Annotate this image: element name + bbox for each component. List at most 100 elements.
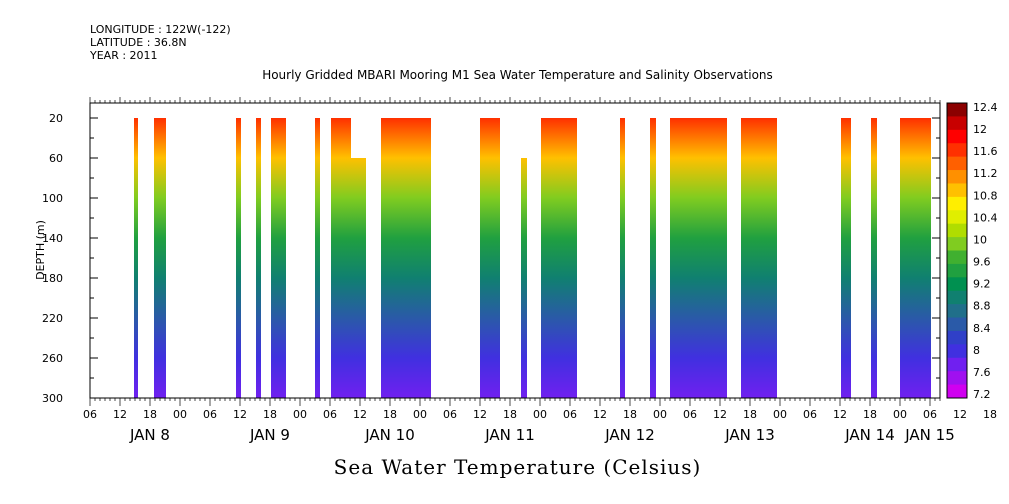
x-hour-label: 00 bbox=[773, 408, 787, 421]
colorbar-label: 11.2 bbox=[973, 167, 998, 180]
y-tick-label: 180 bbox=[42, 272, 63, 285]
x-day-label: JAN 8 bbox=[129, 426, 170, 444]
x-hour-label: 18 bbox=[623, 408, 637, 421]
colorbar-label: 8 bbox=[973, 344, 980, 357]
colorbar-label: 10.4 bbox=[973, 211, 998, 224]
x-hour-label: 12 bbox=[113, 408, 127, 421]
x-hour-label: 06 bbox=[803, 408, 817, 421]
data-column bbox=[480, 118, 500, 398]
colorbar-label: 7.6 bbox=[973, 366, 991, 379]
x-hour-label: 12 bbox=[473, 408, 487, 421]
colorbar-swatch bbox=[947, 371, 967, 386]
colorbar-swatch bbox=[947, 304, 967, 319]
y-tick-label: 300 bbox=[42, 392, 63, 405]
colorbar-label: 10 bbox=[973, 233, 987, 246]
colorbar-swatch bbox=[947, 129, 967, 144]
colorbar-swatch bbox=[947, 290, 967, 305]
y-tick-label: 20 bbox=[49, 112, 63, 125]
x-hour-label: 06 bbox=[323, 408, 337, 421]
colorbar-swatch bbox=[947, 156, 967, 171]
colorbar-swatch bbox=[947, 317, 967, 332]
y-tick-label: 60 bbox=[49, 152, 63, 165]
data-column bbox=[154, 118, 166, 398]
latitude-label: LATITUDE : 36.8N bbox=[90, 36, 187, 49]
colorbar-label: 8.8 bbox=[973, 300, 991, 313]
data-column bbox=[271, 118, 286, 398]
data-column bbox=[331, 118, 351, 398]
x-hour-label: 18 bbox=[863, 408, 877, 421]
x-hour-label: 00 bbox=[653, 408, 667, 421]
plot-frame bbox=[89, 102, 941, 399]
colorbar-label: 7.2 bbox=[973, 388, 991, 401]
colorbar-label: 8.4 bbox=[973, 322, 991, 335]
data-column bbox=[256, 118, 261, 398]
x-hour-label: 06 bbox=[923, 408, 937, 421]
x-hour-label: 06 bbox=[563, 408, 577, 421]
data-column bbox=[541, 118, 577, 398]
data-column bbox=[900, 118, 931, 398]
colorbar-label: 11.6 bbox=[973, 145, 998, 158]
data-column bbox=[871, 118, 877, 398]
colorbar-swatch bbox=[947, 170, 967, 184]
colorbar-label: 12 bbox=[973, 123, 987, 136]
colorbar-label: 10.8 bbox=[973, 189, 998, 202]
x-hour-label: 18 bbox=[383, 408, 397, 421]
colorbar-swatch bbox=[947, 116, 967, 131]
x-hour-label: 00 bbox=[893, 408, 907, 421]
colorbar-label: 12.4 bbox=[973, 101, 998, 114]
colorbar-swatch bbox=[947, 357, 967, 372]
x-hour-label: 12 bbox=[833, 408, 847, 421]
x-hour-label: 12 bbox=[353, 408, 367, 421]
colorbar-frame bbox=[946, 102, 968, 399]
colorbar-swatch bbox=[947, 384, 967, 399]
x-hour-label: 00 bbox=[293, 408, 307, 421]
x-day-label: JAN 13 bbox=[724, 426, 775, 444]
x-hour-label: 12 bbox=[233, 408, 247, 421]
data-column bbox=[351, 158, 366, 398]
year-label: YEAR : 2011 bbox=[90, 49, 158, 62]
colorbar-label: 9.6 bbox=[973, 256, 991, 269]
colorbar-swatch bbox=[947, 183, 967, 198]
colorbar-swatch bbox=[947, 103, 967, 117]
data-column bbox=[650, 118, 656, 398]
x-hour-label: 06 bbox=[683, 408, 697, 421]
colorbar-swatch bbox=[947, 330, 967, 345]
x-hour-label: 12 bbox=[713, 408, 727, 421]
x-hour-label: 18 bbox=[143, 408, 157, 421]
longitude-label: LONGITUDE : 122W(-122) bbox=[90, 23, 231, 36]
x-hour-label: 06 bbox=[83, 408, 97, 421]
y-tick-label: 140 bbox=[42, 232, 63, 245]
y-axis-title: DEPTH (m) bbox=[34, 220, 47, 280]
x-axis-title: Sea Water Temperature (Celsius) bbox=[333, 455, 702, 479]
x-day-label: JAN 14 bbox=[844, 426, 895, 444]
colorbar-swatch bbox=[947, 277, 967, 292]
x-day-label: JAN 12 bbox=[604, 426, 655, 444]
data-column bbox=[741, 118, 777, 398]
colorbar-swatch bbox=[947, 250, 967, 265]
x-hour-label: 18 bbox=[263, 408, 277, 421]
x-hour-label: 00 bbox=[173, 408, 187, 421]
x-day-label: JAN 9 bbox=[249, 426, 290, 444]
y-tick-label: 100 bbox=[42, 192, 63, 205]
y-tick-label: 260 bbox=[42, 352, 63, 365]
x-hour-label: 00 bbox=[413, 408, 427, 421]
x-hour-label: 18 bbox=[743, 408, 757, 421]
x-day-label: JAN 10 bbox=[364, 426, 415, 444]
data-column bbox=[236, 118, 241, 398]
data-column bbox=[381, 118, 431, 398]
colorbar-label: 9.2 bbox=[973, 278, 991, 291]
x-hour-label: 18 bbox=[983, 408, 997, 421]
colorbar-swatch bbox=[947, 143, 967, 158]
colorbar-swatch bbox=[947, 223, 967, 238]
x-hour-label: 18 bbox=[503, 408, 517, 421]
data-column bbox=[670, 118, 727, 398]
colorbar-swatch bbox=[947, 237, 967, 251]
data-column bbox=[134, 118, 138, 398]
data-column bbox=[521, 158, 527, 398]
x-day-label: JAN 11 bbox=[484, 426, 535, 444]
data-column bbox=[620, 118, 625, 398]
x-hour-label: 12 bbox=[593, 408, 607, 421]
x-hour-label: 12 bbox=[953, 408, 967, 421]
colorbar-swatch bbox=[947, 344, 967, 359]
data-column bbox=[841, 138, 846, 398]
